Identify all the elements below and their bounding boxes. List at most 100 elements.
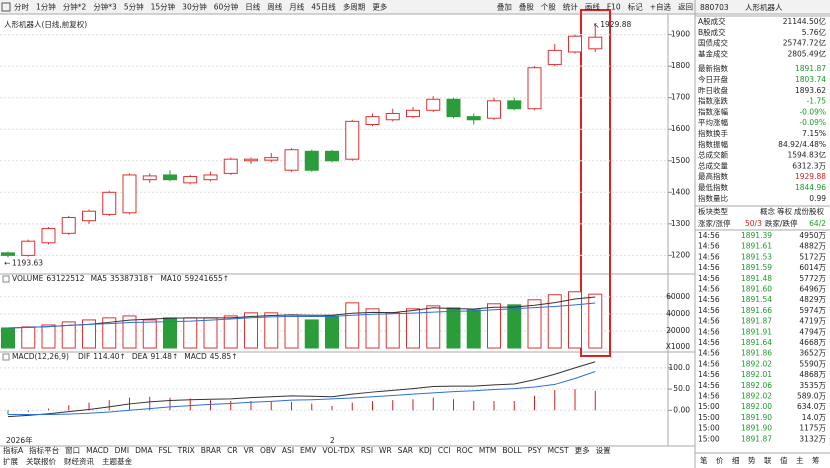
- indicator-tab[interactable]: BOLL: [502, 446, 522, 455]
- indicator-tab[interactable]: RSI: [361, 446, 373, 455]
- tool-button[interactable]: F10: [607, 3, 621, 12]
- indicator-tab[interactable]: MACD: [86, 446, 109, 455]
- panel-tab[interactable]: 值: [780, 455, 788, 465]
- extra-tab[interactable]: 扩展: [3, 456, 18, 466]
- period-tab[interactable]: 月线: [289, 2, 304, 12]
- period-tab[interactable]: 45日线: [311, 2, 336, 12]
- tool-button[interactable]: 个股: [541, 3, 556, 12]
- indicator-tab[interactable]: ROC: [457, 446, 473, 455]
- indicator-tab[interactable]: KDJ: [419, 446, 432, 455]
- tick-time: 15:00: [698, 413, 720, 422]
- indicator-tab[interactable]: CR: [227, 446, 237, 455]
- tool-button[interactable]: +自选: [650, 2, 672, 12]
- indicator-tab[interactable]: PSY: [528, 446, 542, 455]
- indicator-tab[interactable]: MTM: [479, 446, 497, 455]
- indicator-tab[interactable]: EMV: [300, 446, 317, 455]
- highlight-box: [580, 9, 611, 357]
- tick-time: 14:56: [698, 295, 720, 304]
- panel-tab[interactable]: 价: [716, 456, 724, 465]
- period-tab[interactable]: 5分钟: [124, 2, 144, 12]
- panel-tab[interactable]: 筹: [812, 455, 820, 465]
- period-tab[interactable]: 分时: [14, 2, 29, 12]
- stat-label: 基金成交: [698, 48, 728, 58]
- indicator-tab[interactable]: 指标平台: [29, 445, 59, 455]
- volume-bar: [82, 319, 96, 349]
- indicator-tab[interactable]: TRIX: [177, 446, 195, 455]
- period-tab[interactable]: 1分钟: [36, 2, 56, 12]
- indicator-tab[interactable]: BRAR: [201, 446, 221, 455]
- period-tab[interactable]: 15分钟: [151, 2, 176, 12]
- sector-option[interactable]: 成份股权: [794, 206, 824, 216]
- panel-tab[interactable]: 主: [796, 455, 804, 465]
- tick-price: 1891.54: [741, 295, 772, 304]
- indicator-tab[interactable]: ASI: [282, 446, 294, 455]
- indicator-tab[interactable]: VOL-TDX: [322, 446, 354, 455]
- volume-bar: [264, 312, 279, 349]
- indicator-tab[interactable]: 窗口: [65, 445, 80, 455]
- volume-bar: [365, 308, 380, 349]
- legend-value: 45.85↑: [210, 352, 238, 361]
- indicator-tab[interactable]: WR: [379, 446, 392, 455]
- panel-tab[interactable]: 笔: [700, 455, 708, 465]
- panel-tab[interactable]: 势: [748, 455, 756, 465]
- indicator-tab[interactable]: 指标A: [3, 445, 24, 455]
- volume-bar: [325, 315, 339, 349]
- indicator-tab[interactable]: 更多: [575, 445, 590, 455]
- tool-button[interactable]: 叠加: [497, 2, 512, 12]
- tool-button[interactable]: 返回: [678, 3, 693, 12]
- extra-tab[interactable]: 关联报价: [26, 456, 56, 466]
- stat-label: 昨日收盘: [698, 85, 728, 95]
- candle-body: [102, 191, 117, 215]
- y-tick-label: 60000: [666, 292, 690, 301]
- tick-time: 14:56: [698, 231, 720, 240]
- indicator-tab[interactable]: DMI: [115, 446, 129, 455]
- volume-bar: [142, 319, 157, 349]
- tool-button[interactable]: 标记: [628, 2, 643, 12]
- indicator-tab[interactable]: FSL: [158, 446, 172, 455]
- sector-option[interactable]: 等权: [777, 206, 792, 216]
- stat-label: 总成交额: [698, 150, 728, 160]
- x-label: 2: [330, 436, 335, 445]
- tick-volume: 5172万: [799, 252, 826, 261]
- tool-button[interactable]: 画线: [585, 2, 600, 12]
- panel-tab[interactable]: 细: [732, 455, 740, 465]
- indicator-tab[interactable]: SAR: [398, 446, 413, 455]
- period-tab[interactable]: 日线: [245, 2, 260, 12]
- candle-body: [406, 109, 420, 118]
- tick-time: 14:56: [698, 381, 720, 390]
- indicator-tab[interactable]: CCI: [438, 446, 451, 455]
- legend-icon: [2, 275, 10, 283]
- y-tick-label: 1800: [671, 61, 690, 70]
- tick-price: 1891.90: [741, 424, 772, 433]
- extra-tab[interactable]: 主题基金: [102, 456, 132, 466]
- tick-volume: 5590万: [799, 359, 826, 368]
- breadth-label: 涨家/涨停: [698, 218, 731, 228]
- indicator-tab[interactable]: VR: [244, 446, 254, 455]
- period-tab[interactable]: 30分钟: [182, 2, 207, 12]
- extra-tab[interactable]: 财经资讯: [64, 456, 94, 466]
- tool-button[interactable]: 统计: [563, 2, 578, 12]
- period-tab[interactable]: 分钟*3: [93, 2, 117, 12]
- indicator-tab[interactable]: 设置: [596, 445, 611, 455]
- panel-tab[interactable]: 联: [764, 456, 772, 465]
- breadth-down: 64/2: [809, 219, 826, 228]
- period-tab[interactable]: 分钟*2: [63, 2, 87, 12]
- legend-icon: [2, 353, 10, 361]
- stat-label: 最高指数: [698, 171, 728, 181]
- stat-value: -0.09%: [799, 107, 826, 116]
- period-tab[interactable]: 更多: [372, 2, 387, 12]
- candle-body: [244, 158, 258, 162]
- legend-name: DIF: [78, 352, 90, 361]
- tick-price: 1891.87: [741, 317, 772, 326]
- sector-option[interactable]: 概念: [760, 206, 775, 216]
- period-tab[interactable]: 多周期: [343, 2, 366, 12]
- period-tab[interactable]: 周线: [267, 2, 282, 12]
- indicator-tab[interactable]: DMA: [135, 446, 153, 455]
- indicator-tab[interactable]: MCST: [548, 446, 569, 455]
- macd-line: [8, 371, 596, 416]
- period-tab[interactable]: 60分钟: [214, 2, 239, 12]
- tool-button[interactable]: 叠股: [519, 3, 534, 12]
- sector-label: 板块类型: [698, 206, 728, 216]
- indicator-tab[interactable]: OBV: [260, 446, 277, 455]
